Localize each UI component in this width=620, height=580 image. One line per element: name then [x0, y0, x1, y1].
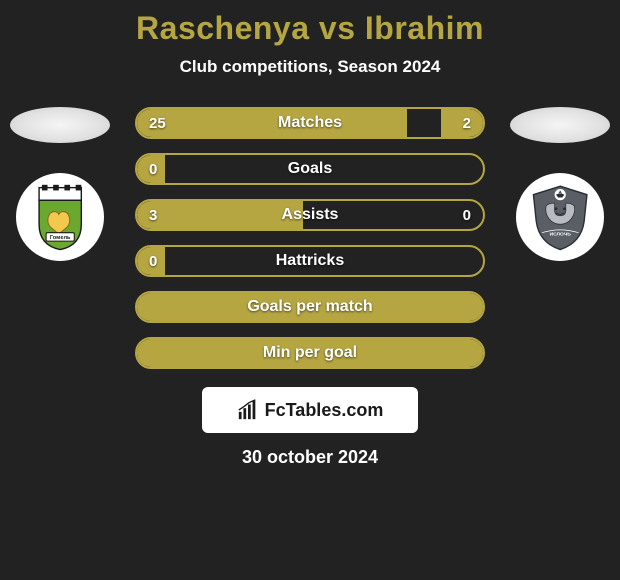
page-title: Raschenya vs Ibrahim — [0, 0, 620, 47]
svg-text:Гомель: Гомель — [50, 235, 71, 241]
team-right-badge-icon: ИСЛОЧЬ — [516, 173, 604, 261]
team-left-badge-icon: Гомель — [16, 173, 104, 261]
bar-label: Goals — [137, 155, 483, 183]
player-right-column: ИСЛОЧЬ — [500, 107, 620, 261]
bar-label: Hattricks — [137, 247, 483, 275]
bar-label: Goals per match — [137, 293, 483, 321]
stat-bar: Min per goal — [135, 337, 485, 369]
subtitle: Club competitions, Season 2024 — [0, 57, 620, 77]
brand-text: FcTables.com — [265, 400, 384, 421]
brand-pill[interactable]: FcTables.com — [202, 387, 418, 433]
player-right-silhouette-icon — [510, 107, 610, 143]
svg-text:ИСЛОЧЬ: ИСЛОЧЬ — [549, 231, 571, 237]
stat-bars: 252Matches 0Goals 30Assists 0Hattricks Goals… — [135, 107, 485, 369]
stat-bar: 30Assists — [135, 199, 485, 231]
stat-bar: Goals per match — [135, 291, 485, 323]
stat-bar: 252Matches — [135, 107, 485, 139]
stat-bar: 0Goals — [135, 153, 485, 185]
stat-bar: 0Hattricks — [135, 245, 485, 277]
date-text: 30 october 2024 — [0, 447, 620, 468]
player-left-silhouette-icon — [10, 107, 110, 143]
bar-label: Assists — [137, 201, 483, 229]
brand-chart-icon — [237, 399, 259, 421]
player-left-column: Гомель — [0, 107, 120, 261]
comparison-content: Гомель ИСЛОЧЬ 252Matches 0Goals 30Assists 0… — [0, 107, 620, 369]
bar-label: Matches — [137, 109, 483, 137]
bar-label: Min per goal — [137, 339, 483, 367]
